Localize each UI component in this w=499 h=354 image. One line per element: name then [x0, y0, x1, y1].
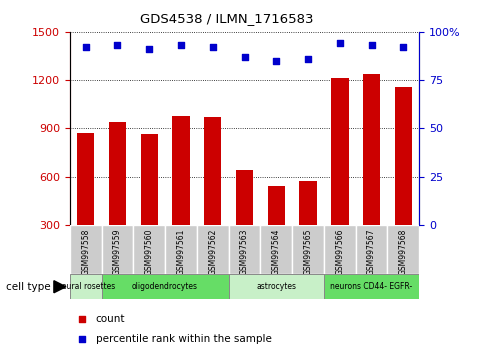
Bar — [229, 274, 324, 299]
Text: GSM997565: GSM997565 — [303, 229, 312, 275]
Bar — [324, 274, 419, 299]
Bar — [197, 225, 229, 274]
Bar — [299, 181, 317, 273]
Text: GDS4538 / ILMN_1716583: GDS4538 / ILMN_1716583 — [140, 12, 314, 25]
Text: neurons CD44- EGFR-: neurons CD44- EGFR- — [330, 282, 413, 291]
Bar — [229, 225, 260, 274]
Bar — [324, 225, 356, 274]
Text: oligodendrocytes: oligodendrocytes — [132, 282, 198, 291]
Bar — [165, 225, 197, 274]
Point — [78, 316, 86, 321]
Point — [336, 41, 344, 46]
Bar — [204, 117, 222, 273]
Text: GSM997567: GSM997567 — [367, 229, 376, 275]
Bar — [363, 74, 380, 273]
Point — [177, 42, 185, 48]
Text: cell type: cell type — [6, 282, 51, 292]
Text: GSM997559: GSM997559 — [113, 229, 122, 275]
Bar — [267, 186, 285, 273]
Point — [241, 54, 249, 60]
Bar — [77, 133, 94, 273]
Text: GSM997566: GSM997566 — [335, 229, 344, 275]
Bar — [356, 225, 387, 274]
Bar — [395, 87, 412, 273]
Text: percentile rank within the sample: percentile rank within the sample — [96, 333, 271, 344]
Point — [399, 45, 407, 50]
Bar — [109, 122, 126, 273]
Polygon shape — [54, 281, 66, 293]
Bar — [70, 274, 102, 299]
Bar — [70, 225, 102, 274]
Bar — [102, 274, 229, 299]
Bar — [172, 116, 190, 273]
Text: GSM997561: GSM997561 — [177, 229, 186, 275]
Bar — [387, 225, 419, 274]
Bar — [260, 225, 292, 274]
Bar — [331, 78, 348, 273]
Text: GSM997564: GSM997564 — [272, 229, 281, 275]
Point — [113, 42, 121, 48]
Point — [78, 336, 86, 341]
Text: GSM997562: GSM997562 — [208, 229, 217, 275]
Bar — [141, 134, 158, 273]
Point — [145, 46, 153, 52]
Point — [82, 45, 90, 50]
Text: GSM997558: GSM997558 — [81, 229, 90, 275]
Point — [368, 42, 376, 48]
Text: neural rosettes: neural rosettes — [56, 282, 115, 291]
Text: GSM997568: GSM997568 — [399, 229, 408, 275]
Text: astrocytes: astrocytes — [256, 282, 296, 291]
Point — [272, 58, 280, 64]
Point — [209, 45, 217, 50]
Bar — [102, 225, 133, 274]
Bar — [236, 170, 253, 273]
Bar — [292, 225, 324, 274]
Point — [304, 56, 312, 62]
Text: count: count — [96, 314, 125, 324]
Text: GSM997560: GSM997560 — [145, 229, 154, 275]
Text: GSM997563: GSM997563 — [240, 229, 249, 275]
Bar — [133, 225, 165, 274]
